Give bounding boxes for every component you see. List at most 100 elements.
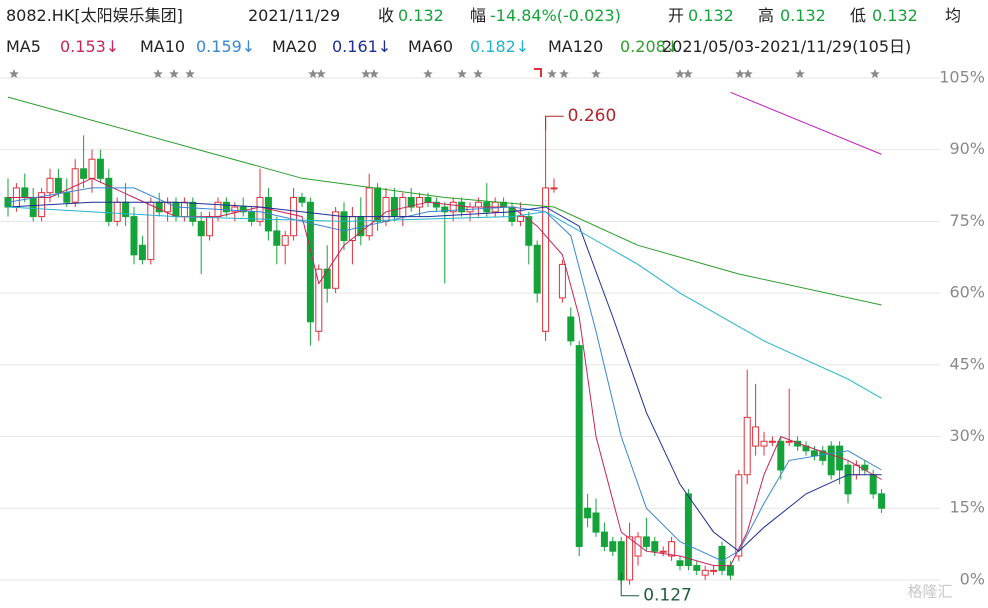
candle-body	[340, 211, 348, 241]
event-star	[547, 69, 557, 78]
candle-body	[147, 201, 155, 261]
candle-body	[827, 445, 835, 476]
candle-body	[558, 263, 566, 299]
candle-body	[458, 201, 466, 213]
candle-body	[441, 206, 449, 213]
candle-body	[239, 206, 247, 213]
candle-body	[760, 440, 768, 447]
y-tick-label: 90%	[949, 139, 985, 158]
candle-body	[222, 201, 230, 213]
ma-line	[7, 206, 882, 399]
candle-body	[256, 196, 264, 222]
quote-value: -14.84%(-0.023)	[490, 6, 621, 25]
candle-body	[80, 168, 88, 179]
y-tick-label: 60%	[949, 283, 985, 302]
event-star	[457, 69, 467, 78]
event-star	[316, 69, 326, 78]
candle-body	[710, 569, 718, 572]
y-tick-label: 15%	[949, 498, 985, 517]
candle-body	[785, 440, 793, 443]
y-tick-label: 75%	[949, 211, 985, 230]
candle-body	[138, 244, 146, 261]
candle-body	[592, 512, 600, 533]
high-marker	[545, 115, 564, 131]
candle-body	[407, 196, 415, 208]
quote-label: 收	[378, 6, 395, 25]
candle-body	[701, 569, 709, 576]
candle-body	[189, 201, 197, 222]
candle-body	[516, 216, 524, 222]
event-star	[675, 69, 685, 78]
quote-value: 0.132	[872, 6, 918, 25]
legend-name: MA120	[548, 37, 604, 56]
candle-body	[298, 196, 306, 203]
candle-body	[273, 230, 281, 246]
legend-value: 0.208↓	[620, 37, 680, 56]
legend-value: 0.161↓	[332, 37, 392, 56]
candle-body	[122, 201, 130, 218]
event-star	[308, 69, 318, 78]
high-label: 0.260	[568, 106, 617, 126]
candle-body	[180, 201, 188, 218]
candle-body	[878, 493, 886, 509]
candle-body	[365, 187, 373, 237]
candle-body	[668, 541, 676, 557]
candle-body	[735, 474, 743, 557]
legend-value: 0.159↓	[196, 37, 256, 56]
quote-label: 开	[668, 6, 685, 25]
candle-body	[290, 196, 298, 237]
event-star	[559, 69, 569, 78]
candle-body	[777, 440, 785, 471]
candle-body	[46, 177, 54, 194]
candle-body	[416, 196, 424, 208]
candle-body	[743, 416, 751, 476]
candle-body	[432, 201, 440, 208]
legend-value: 0.182↓	[470, 37, 530, 56]
ma-line	[730, 91, 882, 155]
candle-body	[626, 536, 634, 581]
candle-body	[197, 220, 205, 237]
quote-value: 0.132	[688, 6, 734, 25]
candle-body	[567, 316, 575, 342]
candle-body	[29, 196, 37, 218]
candle-body	[684, 493, 692, 567]
candle-body	[449, 201, 457, 213]
quote-label: 高	[758, 6, 775, 25]
candle-body	[693, 565, 701, 571]
candle-body	[281, 235, 289, 246]
candle-body	[525, 216, 533, 246]
candle-body	[231, 206, 239, 213]
candle-body	[21, 187, 29, 198]
candle-body	[550, 187, 558, 190]
candle-body	[332, 211, 340, 289]
y-tick-label: 30%	[949, 426, 985, 445]
quote-value: 0.132	[780, 6, 826, 25]
candle-body	[659, 550, 667, 553]
candle-body	[206, 216, 214, 237]
candle-body	[575, 345, 583, 547]
candle-body	[96, 158, 104, 179]
candle-body	[88, 158, 96, 179]
candle-body	[718, 545, 726, 571]
candle-body	[600, 531, 608, 547]
candle-body	[315, 268, 323, 332]
low-marker	[620, 572, 640, 597]
candle-body	[609, 541, 617, 552]
event-star	[9, 69, 19, 78]
candle-body	[382, 196, 390, 222]
quote-label: 均	[945, 6, 962, 25]
event-star	[185, 69, 195, 78]
candle-body	[248, 211, 256, 222]
event-star	[153, 69, 163, 78]
event-star	[169, 69, 179, 78]
candle-body	[424, 196, 432, 203]
watermark: 格隆汇	[907, 583, 952, 601]
candle-body	[113, 201, 121, 222]
ma-line	[7, 187, 882, 562]
legend-name: MA60	[408, 37, 454, 56]
ma-line	[7, 201, 882, 552]
event-star	[423, 69, 433, 78]
candle-body	[869, 474, 877, 495]
low-label: 0.127	[643, 586, 692, 606]
